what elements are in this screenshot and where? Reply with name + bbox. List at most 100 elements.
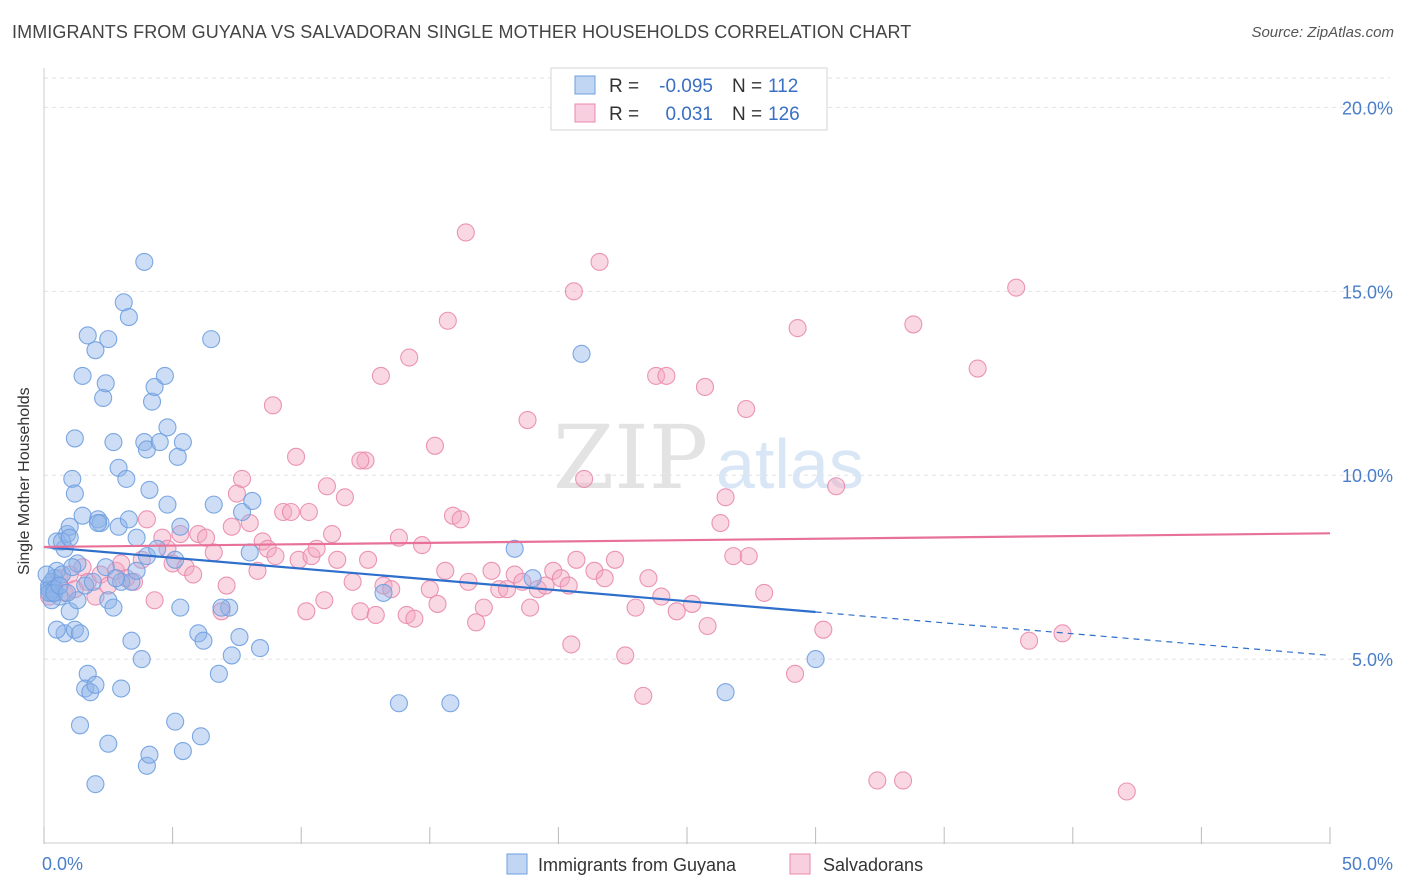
point-salvadoran: [217, 576, 236, 595]
point-salvadoran: [389, 528, 408, 547]
point-guyana: [374, 583, 393, 602]
bottom-legend-swatch-guyana: [506, 853, 528, 875]
point-salvadoran: [551, 569, 571, 588]
legend-r-label: R =: [609, 104, 639, 125]
point-salvadoran: [698, 616, 717, 636]
legend-n-value: 112: [768, 76, 798, 97]
point-guyana: [78, 326, 97, 345]
point-guyana: [142, 392, 162, 411]
legend-n-value: 126: [768, 104, 800, 125]
point-salvadoran: [171, 525, 190, 544]
point-salvadoran: [467, 613, 486, 632]
point-guyana: [240, 543, 259, 562]
point-guyana: [135, 433, 154, 452]
bottom-legend-label-guyana: Immigrants from Guyana: [538, 855, 737, 875]
point-guyana: [389, 694, 408, 713]
point-guyana: [505, 539, 524, 558]
point-guyana: [232, 502, 252, 522]
point-salvadoran: [400, 348, 419, 367]
point-guyana: [109, 517, 128, 536]
point-salvadoran: [595, 569, 614, 588]
point-guyana: [104, 598, 123, 617]
point-guyana: [137, 756, 156, 775]
point-guyana: [132, 650, 151, 669]
legend-box: [550, 67, 828, 131]
legend: R = -0.095 N = 112 R = 0.031 N = 126: [550, 67, 828, 131]
point-salvadoran: [137, 510, 156, 529]
point-guyana: [222, 646, 241, 665]
point-salvadoran: [1117, 782, 1136, 801]
point-salvadoran: [315, 591, 334, 610]
point-guyana: [86, 775, 105, 794]
point-salvadoran: [755, 583, 774, 602]
point-salvadoran: [456, 223, 475, 242]
point-salvadoran: [420, 580, 439, 599]
point-salvadoran: [436, 561, 455, 580]
point-guyana: [63, 558, 82, 577]
point-salvadoran: [307, 539, 326, 558]
point-salvadoran: [785, 664, 805, 683]
point-guyana: [171, 598, 190, 617]
point-salvadoran: [711, 513, 730, 533]
point-salvadoran: [359, 550, 378, 569]
point-salvadoran: [335, 488, 354, 507]
point-salvadoran: [371, 366, 390, 385]
point-salvadoran: [737, 399, 756, 419]
point-salvadoran: [652, 587, 671, 606]
point-guyana: [119, 308, 138, 327]
point-salvadoran: [585, 561, 604, 580]
point-guyana: [140, 745, 159, 764]
point-guyana: [99, 734, 118, 753]
point-guyana: [166, 712, 185, 731]
point-salvadoran: [451, 510, 470, 529]
point-guyana: [230, 627, 249, 647]
point-salvadoran: [222, 517, 241, 536]
point-salvadoran: [356, 451, 375, 470]
point-salvadoran: [667, 602, 686, 621]
point-guyana: [150, 433, 169, 452]
point-salvadoran: [616, 646, 635, 665]
trend-layer: [43, 532, 1331, 657]
watermark-zip: ZIP: [553, 406, 708, 509]
point-guyana: [88, 513, 108, 533]
point-salvadoran: [893, 771, 913, 790]
point-salvadoran: [567, 550, 586, 569]
point-guyana: [63, 469, 82, 488]
point-guyana: [37, 565, 56, 584]
point-salvadoran: [683, 594, 702, 613]
point-guyana: [148, 539, 167, 558]
point-guyana: [60, 528, 79, 547]
point-salvadoran: [145, 591, 164, 610]
point-salvadoran: [505, 565, 524, 584]
point-guyana: [58, 583, 77, 602]
point-salvadoran: [724, 547, 743, 566]
point-salvadoran: [518, 410, 537, 430]
point-salvadoran: [474, 598, 493, 617]
point-guyana: [173, 433, 192, 452]
point-guyana: [50, 576, 69, 595]
point-salvadoran: [564, 282, 583, 301]
point-guyana: [94, 388, 113, 408]
point-salvadoran: [297, 602, 316, 621]
point-guyana: [523, 569, 542, 588]
legend-n-label: N =: [732, 76, 762, 97]
legend-swatch-salvadoran: [574, 103, 596, 123]
y-tick-label: 15.0%: [1342, 282, 1393, 302]
point-salvadoran: [788, 319, 807, 338]
point-salvadoran: [413, 536, 432, 555]
legend-r-value: -0.095: [659, 76, 713, 97]
point-guyana: [70, 624, 90, 643]
point-salvadoran: [343, 572, 362, 591]
point-salvadoran: [575, 469, 594, 488]
point-guyana: [65, 484, 84, 503]
point-salvadoran: [351, 602, 370, 621]
point-guyana: [73, 506, 92, 525]
watermark-atlas: atlas: [716, 425, 864, 503]
point-guyana: [70, 716, 90, 735]
point-guyana: [127, 528, 146, 547]
point-guyana: [166, 550, 185, 569]
point-salvadoran: [639, 569, 658, 588]
point-guyana: [83, 572, 102, 591]
point-salvadoran: [657, 366, 676, 385]
point-salvadoran: [647, 366, 666, 385]
